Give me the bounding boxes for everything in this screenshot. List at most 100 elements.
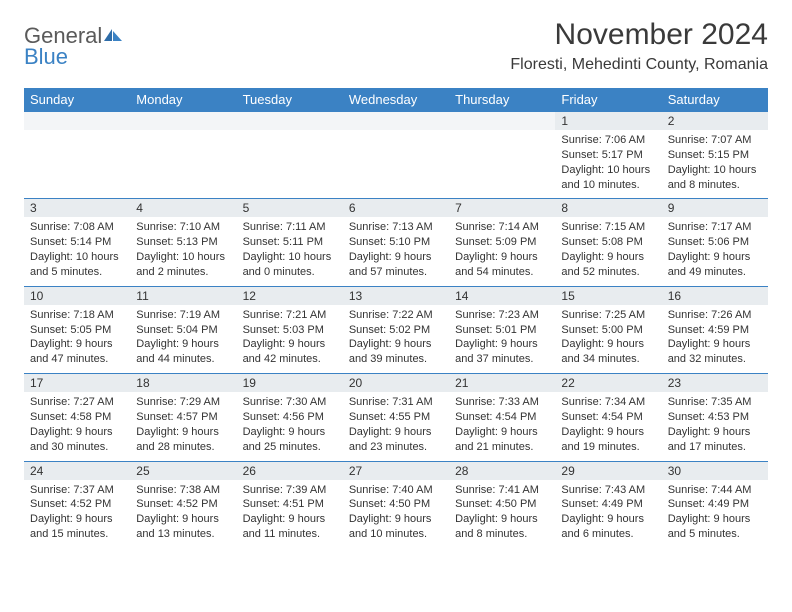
sunset-line: Sunset: 5:17 PM (561, 148, 655, 163)
month-title: November 2024 (510, 18, 768, 52)
sunrise-line: Sunrise: 7:13 AM (349, 220, 443, 235)
daylight-line: Daylight: 10 hours and 5 minutes. (30, 250, 124, 280)
day-detail-cell: Sunrise: 7:30 AMSunset: 4:56 PMDaylight:… (237, 392, 343, 461)
day-detail-cell: Sunrise: 7:29 AMSunset: 4:57 PMDaylight:… (130, 392, 236, 461)
day-number-cell: 15 (555, 286, 661, 305)
detail-row: Sunrise: 7:18 AMSunset: 5:05 PMDaylight:… (24, 305, 768, 374)
detail-row: Sunrise: 7:08 AMSunset: 5:14 PMDaylight:… (24, 217, 768, 286)
day-number-cell: 24 (24, 461, 130, 480)
day-number-cell: 30 (662, 461, 768, 480)
day-number-cell: 22 (555, 374, 661, 393)
weekday-header: Monday (130, 88, 236, 112)
location: Floresti, Mehedinti County, Romania (510, 56, 768, 74)
daylight-line: Daylight: 9 hours and 32 minutes. (668, 337, 762, 367)
sunrise-line: Sunrise: 7:40 AM (349, 483, 443, 498)
day-number-cell: 4 (130, 199, 236, 218)
sunrise-line: Sunrise: 7:10 AM (136, 220, 230, 235)
sunrise-line: Sunrise: 7:29 AM (136, 395, 230, 410)
sunset-line: Sunset: 4:56 PM (243, 410, 337, 425)
weekday-header: Friday (555, 88, 661, 112)
sunrise-line: Sunrise: 7:35 AM (668, 395, 762, 410)
sunrise-line: Sunrise: 7:08 AM (30, 220, 124, 235)
daylight-line: Daylight: 9 hours and 34 minutes. (561, 337, 655, 367)
sunrise-line: Sunrise: 7:39 AM (243, 483, 337, 498)
sunrise-line: Sunrise: 7:34 AM (561, 395, 655, 410)
logo: General Blue (24, 18, 124, 68)
header: General Blue November 2024 Floresti, Meh… (24, 18, 768, 74)
day-detail-cell: Sunrise: 7:15 AMSunset: 5:08 PMDaylight:… (555, 217, 661, 286)
calendar-head: Sunday Monday Tuesday Wednesday Thursday… (24, 88, 768, 112)
sunrise-line: Sunrise: 7:25 AM (561, 308, 655, 323)
day-number-cell: 16 (662, 286, 768, 305)
day-detail-cell: Sunrise: 7:17 AMSunset: 5:06 PMDaylight:… (662, 217, 768, 286)
daylight-line: Daylight: 9 hours and 6 minutes. (561, 512, 655, 542)
day-detail-cell: Sunrise: 7:25 AMSunset: 5:00 PMDaylight:… (555, 305, 661, 374)
day-number-cell: 20 (343, 374, 449, 393)
day-detail-cell: Sunrise: 7:40 AMSunset: 4:50 PMDaylight:… (343, 480, 449, 548)
day-number-cell: 3 (24, 199, 130, 218)
weekday-header: Wednesday (343, 88, 449, 112)
sunset-line: Sunset: 4:49 PM (561, 497, 655, 512)
day-detail-cell: Sunrise: 7:10 AMSunset: 5:13 PMDaylight:… (130, 217, 236, 286)
sunset-line: Sunset: 4:50 PM (455, 497, 549, 512)
sunset-line: Sunset: 5:11 PM (243, 235, 337, 250)
daylight-line: Daylight: 9 hours and 28 minutes. (136, 425, 230, 455)
weekday-header: Saturday (662, 88, 768, 112)
sunrise-line: Sunrise: 7:44 AM (668, 483, 762, 498)
day-detail-cell: Sunrise: 7:44 AMSunset: 4:49 PMDaylight:… (662, 480, 768, 548)
sunset-line: Sunset: 4:55 PM (349, 410, 443, 425)
title-block: November 2024 Floresti, Mehedinti County… (510, 18, 768, 74)
daylight-line: Daylight: 9 hours and 17 minutes. (668, 425, 762, 455)
detail-row: Sunrise: 7:37 AMSunset: 4:52 PMDaylight:… (24, 480, 768, 548)
calendar-table: Sunday Monday Tuesday Wednesday Thursday… (24, 88, 768, 548)
daylight-line: Daylight: 9 hours and 21 minutes. (455, 425, 549, 455)
daylight-line: Daylight: 9 hours and 49 minutes. (668, 250, 762, 280)
calendar-page: General Blue November 2024 Floresti, Meh… (0, 0, 792, 612)
day-detail-cell: Sunrise: 7:39 AMSunset: 4:51 PMDaylight:… (237, 480, 343, 548)
sunset-line: Sunset: 4:58 PM (30, 410, 124, 425)
detail-row: Sunrise: 7:27 AMSunset: 4:58 PMDaylight:… (24, 392, 768, 461)
sunset-line: Sunset: 4:57 PM (136, 410, 230, 425)
daynum-row: 3456789 (24, 199, 768, 218)
day-number-cell: 10 (24, 286, 130, 305)
detail-row: Sunrise: 7:06 AMSunset: 5:17 PMDaylight:… (24, 130, 768, 199)
day-number-cell: 27 (343, 461, 449, 480)
sunset-line: Sunset: 5:14 PM (30, 235, 124, 250)
day-detail-cell: Sunrise: 7:13 AMSunset: 5:10 PMDaylight:… (343, 217, 449, 286)
sunset-line: Sunset: 5:08 PM (561, 235, 655, 250)
daylight-line: Daylight: 9 hours and 11 minutes. (243, 512, 337, 542)
day-detail-cell: Sunrise: 7:07 AMSunset: 5:15 PMDaylight:… (662, 130, 768, 199)
day-detail-cell: Sunrise: 7:23 AMSunset: 5:01 PMDaylight:… (449, 305, 555, 374)
daylight-line: Daylight: 9 hours and 30 minutes. (30, 425, 124, 455)
sunset-line: Sunset: 5:04 PM (136, 323, 230, 338)
day-detail-cell: Sunrise: 7:26 AMSunset: 4:59 PMDaylight:… (662, 305, 768, 374)
sunrise-line: Sunrise: 7:11 AM (243, 220, 337, 235)
daylight-line: Daylight: 10 hours and 2 minutes. (136, 250, 230, 280)
daynum-row: 17181920212223 (24, 374, 768, 393)
sunrise-line: Sunrise: 7:27 AM (30, 395, 124, 410)
day-number-cell: 11 (130, 286, 236, 305)
sunrise-line: Sunrise: 7:14 AM (455, 220, 549, 235)
sunrise-line: Sunrise: 7:38 AM (136, 483, 230, 498)
day-number-cell (237, 112, 343, 131)
sunrise-line: Sunrise: 7:06 AM (561, 133, 655, 148)
day-number-cell (449, 112, 555, 131)
day-number-cell (343, 112, 449, 131)
sunset-line: Sunset: 5:05 PM (30, 323, 124, 338)
daylight-line: Daylight: 9 hours and 13 minutes. (136, 512, 230, 542)
sunset-line: Sunset: 4:52 PM (136, 497, 230, 512)
sunrise-line: Sunrise: 7:31 AM (349, 395, 443, 410)
day-detail-cell: Sunrise: 7:11 AMSunset: 5:11 PMDaylight:… (237, 217, 343, 286)
sunset-line: Sunset: 4:59 PM (668, 323, 762, 338)
sunrise-line: Sunrise: 7:07 AM (668, 133, 762, 148)
daylight-line: Daylight: 9 hours and 10 minutes. (349, 512, 443, 542)
day-detail-cell: Sunrise: 7:31 AMSunset: 4:55 PMDaylight:… (343, 392, 449, 461)
day-number-cell: 23 (662, 374, 768, 393)
sunset-line: Sunset: 5:01 PM (455, 323, 549, 338)
day-number-cell: 18 (130, 374, 236, 393)
day-detail-cell (130, 130, 236, 199)
day-detail-cell: Sunrise: 7:22 AMSunset: 5:02 PMDaylight:… (343, 305, 449, 374)
daylight-line: Daylight: 9 hours and 37 minutes. (455, 337, 549, 367)
day-number-cell: 1 (555, 112, 661, 131)
day-detail-cell: Sunrise: 7:21 AMSunset: 5:03 PMDaylight:… (237, 305, 343, 374)
